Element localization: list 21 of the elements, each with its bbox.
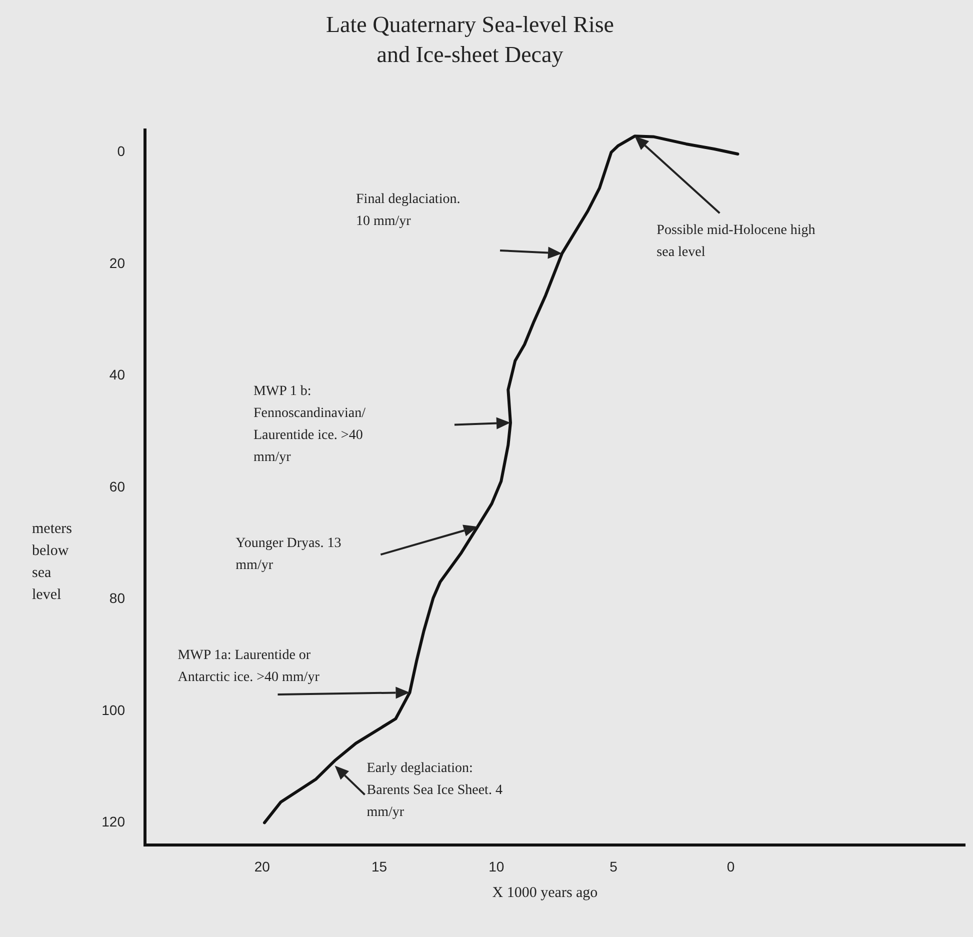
x-tick-label: 15	[371, 858, 388, 874]
y-tick-label: 80	[109, 590, 126, 606]
y-tick-label: 60	[109, 478, 126, 494]
x-tick-label: 10	[488, 858, 504, 874]
y-tick-label: 40	[109, 366, 126, 383]
annotation: Younger Dryas. 13 mm/yr	[236, 534, 342, 575]
annotation: Possible mid-Holocene high sea level	[656, 222, 816, 262]
annotation: Early deglaciation: Barents Sea Ice Sheet. 4 mm/yr	[366, 760, 502, 822]
annotation: MWP 1 b: Fennoscandinavian/ Laurentide ice. >40 mm/yr	[253, 382, 366, 467]
y-tick-label: 100	[102, 702, 126, 718]
x-axis-title: X 1000 years ago	[491, 885, 599, 902]
chart-title: Late Quaternary Sea-level Rise and Ice-sheet Decay	[324, 11, 615, 69]
x-tick-label: 5	[610, 858, 618, 874]
y-tick-label: 120	[102, 814, 126, 830]
x-tick-label: 0	[726, 858, 735, 874]
annotation: Final deglaciation. 10 mm/yr	[356, 191, 460, 232]
x-tick-label: 20	[254, 858, 270, 874]
y-axis-title: meters below sea level	[32, 520, 72, 605]
annotation: MWP 1a: Laurentide or Antarctic ice. >40 mm/yr	[178, 646, 320, 686]
y-tick-label: 20	[109, 254, 126, 271]
y-tick-label: 0	[117, 143, 126, 160]
